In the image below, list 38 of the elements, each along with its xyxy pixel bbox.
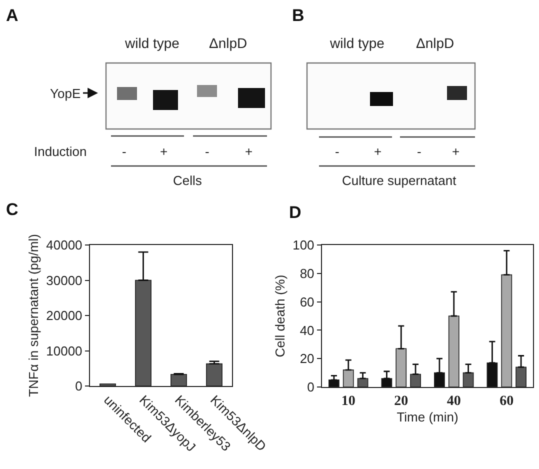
text: - (417, 144, 422, 159)
y-tick-label: 20000 (46, 308, 82, 324)
text: + (160, 144, 168, 159)
text: ΔnlpD (209, 35, 248, 51)
text: A (6, 6, 18, 25)
y-tick-label: 0 (307, 380, 314, 395)
text: Cells (173, 173, 202, 188)
x-tick-label: 20 (394, 394, 408, 409)
text: ΔnlpD (416, 35, 454, 51)
y-tick-label: 60 (300, 294, 314, 310)
text: + (245, 144, 253, 159)
text: wild type (329, 35, 385, 51)
text: - (335, 144, 340, 159)
x-tick-label: 40 (446, 394, 461, 409)
x-tick-label: 10 (341, 394, 356, 409)
text: B (292, 6, 304, 25)
y-tick-label: 40 (300, 322, 314, 338)
y-tick-label: 100 (292, 238, 314, 253)
text: + (452, 144, 460, 159)
y-axis-title: TNFα in supernatant (pg/ml) (26, 234, 42, 397)
text: - (122, 144, 126, 159)
y-tick-label: 80 (300, 266, 314, 281)
text: Culture supernatant (342, 173, 457, 188)
y-tick-label: 30000 (46, 272, 82, 288)
text: Induction (34, 144, 87, 159)
y-tick-label: 0 (75, 378, 82, 394)
x-axis-title: Time (min) (396, 410, 458, 424)
text: wild type (124, 35, 180, 51)
y-tick-label: 20 (300, 351, 314, 366)
text: YopE (50, 86, 81, 101)
y-axis-title: Cell death (%) (272, 274, 288, 358)
y-tick-label: 40000 (46, 238, 82, 253)
text: - (205, 144, 210, 159)
chart-title: C (6, 200, 18, 219)
y-tick-label: 10000 (46, 343, 82, 358)
chart-title: D (289, 203, 302, 222)
x-tick-label: 60 (500, 394, 514, 409)
text: + (374, 144, 382, 159)
